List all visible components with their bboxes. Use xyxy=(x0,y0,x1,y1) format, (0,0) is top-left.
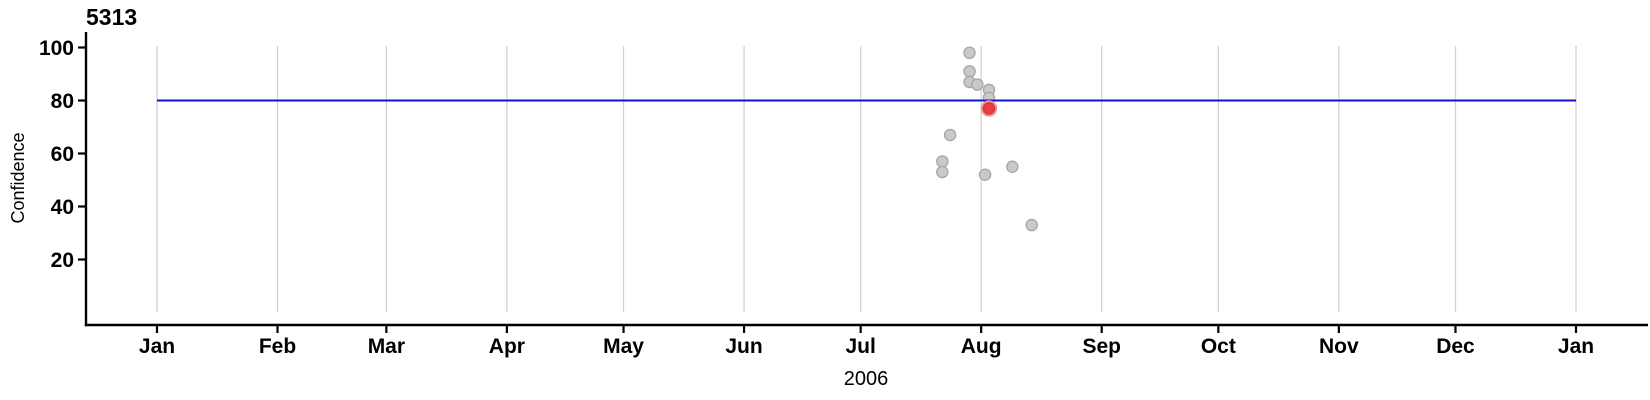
x-tick-label: Apr xyxy=(489,335,525,358)
data-point[interactable] xyxy=(963,46,976,60)
y-tick-label: 40 xyxy=(51,196,74,219)
x-tick-label: Jan xyxy=(1558,335,1594,358)
y-tick-label: 20 xyxy=(51,249,74,272)
x-axis-label: 2006 xyxy=(844,368,889,390)
x-tick-label: Aug xyxy=(961,335,1002,358)
y-axis-label: Confidence xyxy=(8,132,28,223)
x-tick-label: Mar xyxy=(368,335,405,358)
x-tick-label: Jul xyxy=(845,335,875,358)
y-tick-label: 80 xyxy=(51,90,74,113)
data-points-layer xyxy=(936,46,1038,232)
y-tick-label: 100 xyxy=(39,37,74,60)
x-tick-label: Jun xyxy=(725,335,762,358)
data-point[interactable] xyxy=(943,128,957,142)
data-point[interactable] xyxy=(936,155,949,168)
data-point[interactable] xyxy=(936,165,949,179)
data-point[interactable] xyxy=(971,78,984,91)
x-tick-label: Nov xyxy=(1319,335,1359,358)
y-tick-label: 60 xyxy=(51,143,74,166)
data-point[interactable] xyxy=(1025,218,1038,232)
highlight-layer xyxy=(980,100,998,117)
axes-layer: 20 40 60 80 100 Jan Feb Mar Apr May Jun Jul Aug Sep Oc… xyxy=(39,32,1648,358)
x-tick-label: Jan xyxy=(139,335,175,358)
x-tick-label: May xyxy=(603,335,644,358)
data-point[interactable] xyxy=(1006,160,1019,173)
data-point[interactable] xyxy=(963,65,976,78)
x-tick-label: Oct xyxy=(1201,335,1236,358)
x-tick-label: Dec xyxy=(1436,335,1475,358)
highlighted-point[interactable] xyxy=(982,102,996,115)
chart-title: 5313 xyxy=(86,4,137,30)
x-tick-label: Sep xyxy=(1082,335,1121,358)
x-tick-label: Feb xyxy=(259,335,296,358)
data-point[interactable] xyxy=(978,168,992,181)
gridlines xyxy=(156,46,1577,312)
